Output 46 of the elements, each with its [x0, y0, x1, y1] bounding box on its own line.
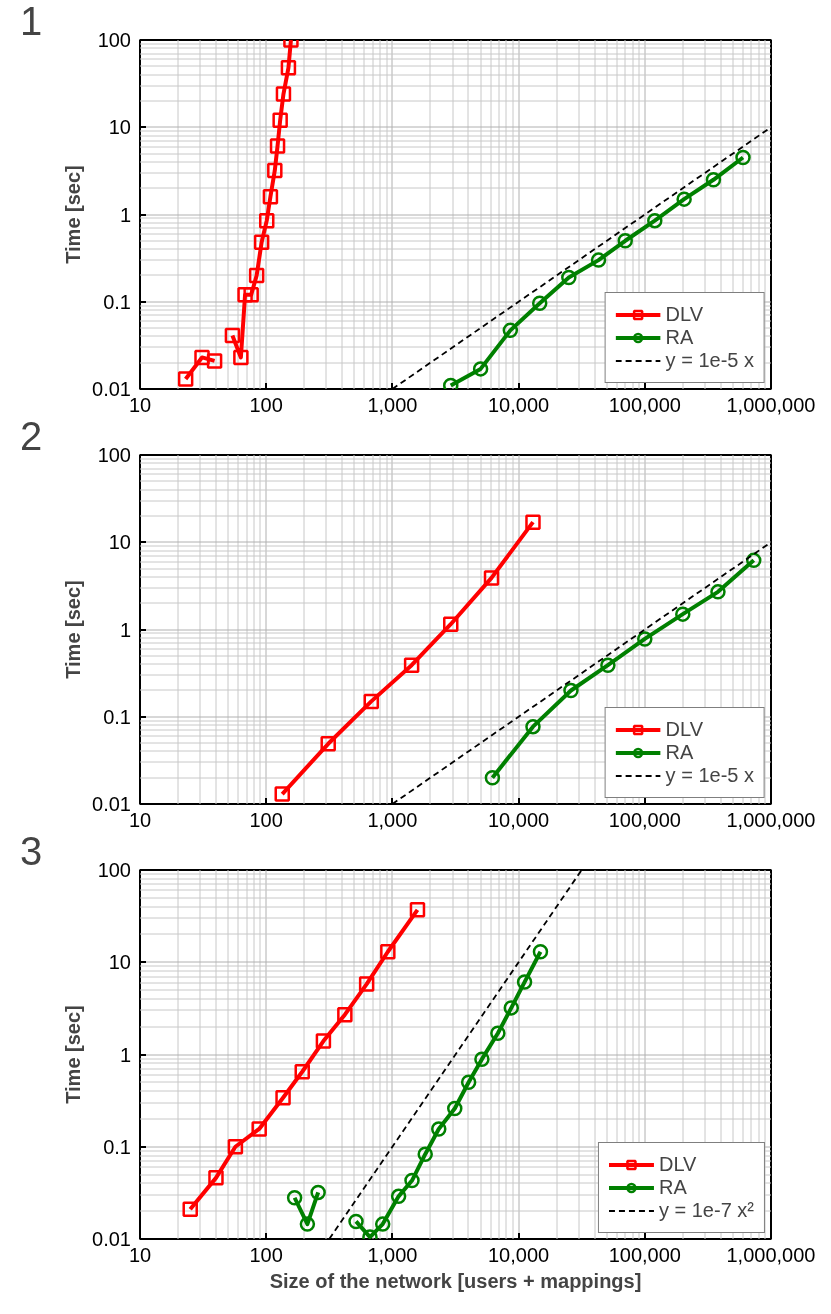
- y-tick-label: 10: [108, 531, 131, 554]
- y-tick-label: 1: [119, 203, 131, 226]
- chart-title: 3: [20, 829, 43, 873]
- y-tick-label: 100: [97, 29, 132, 51]
- x-tick-label: 1,000,000: [726, 809, 816, 831]
- x-tick-label: 100: [249, 809, 283, 831]
- y-axis-title: Time [sec]: [62, 165, 85, 264]
- x-tick-label: 10,000: [488, 394, 550, 416]
- x-tick-label: 1,000: [367, 394, 418, 416]
- x-tick-label: 100,000: [608, 809, 681, 831]
- x-tick-label: 1,000: [367, 1244, 418, 1266]
- legend-label: RA: [665, 326, 694, 349]
- x-tick-label: 1,000: [367, 809, 418, 831]
- legend-label: DLV: [658, 1153, 697, 1176]
- chart-title: 2: [20, 414, 43, 458]
- y-tick-label: 100: [97, 859, 132, 881]
- y-tick-label: 0.01: [92, 378, 132, 400]
- y-axis-title: Time [sec]: [62, 1005, 85, 1104]
- y-tick-label: 0.01: [92, 1228, 132, 1250]
- legend-label: DLV: [665, 718, 704, 741]
- y-axis-title: Time [sec]: [62, 580, 85, 679]
- legend-label: DLV: [665, 303, 704, 326]
- x-tick-label: 100,000: [608, 1244, 681, 1266]
- x-tick-label: 10,000: [488, 1244, 550, 1266]
- legend-label: y = 1e-5 x: [665, 764, 754, 787]
- y-tick-label: 10: [108, 951, 131, 974]
- y-tick-label: 0.1: [103, 1135, 132, 1158]
- x-axis-title: Size of the network [users + mappings]: [269, 1270, 642, 1292]
- legend-label: y = 1e-7 x²: [658, 1199, 754, 1222]
- y-tick-label: 1: [119, 618, 131, 641]
- chart-title: 1: [20, 0, 43, 43]
- y-tick-label: 100: [97, 444, 132, 466]
- legend-label: RA: [665, 741, 694, 764]
- y-tick-label: 1: [119, 1043, 131, 1066]
- y-tick-label: 10: [108, 116, 131, 139]
- y-tick-label: 0.1: [103, 290, 132, 313]
- y-tick-label: 0.01: [92, 793, 132, 815]
- x-tick-label: 10,000: [488, 809, 550, 831]
- y-tick-label: 0.1: [103, 705, 132, 728]
- legend-label: RA: [658, 1176, 687, 1199]
- x-tick-label: 100,000: [608, 394, 681, 416]
- x-tick-label: 100: [249, 1244, 283, 1266]
- x-tick-label: 1,000,000: [726, 1244, 816, 1266]
- x-tick-label: 100: [249, 394, 283, 416]
- x-tick-label: 1,000,000: [726, 394, 816, 416]
- legend-label: y = 1e-5 x: [665, 349, 754, 372]
